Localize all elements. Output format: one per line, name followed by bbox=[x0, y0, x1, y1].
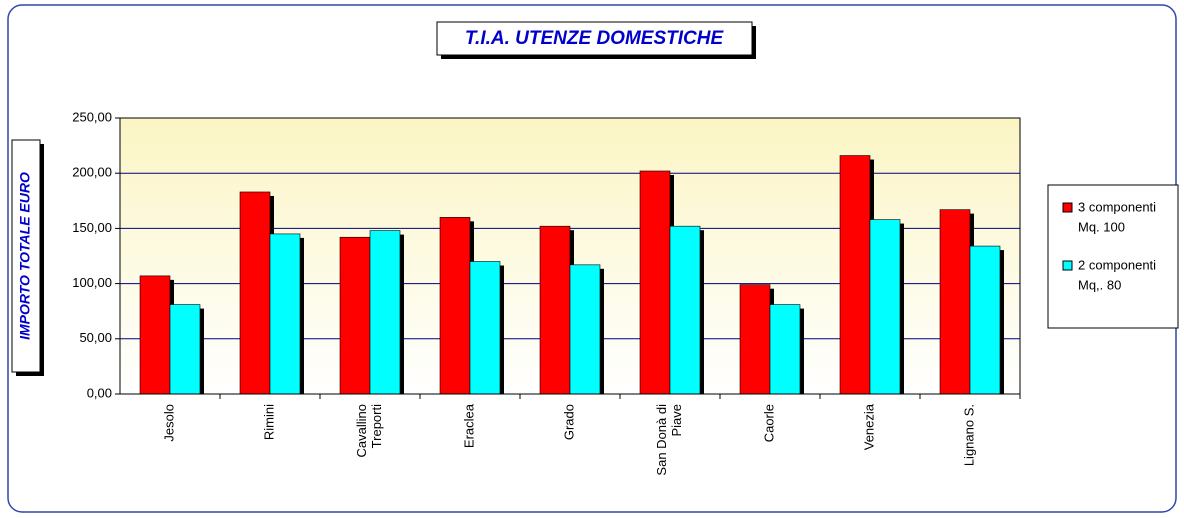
bar bbox=[769, 304, 801, 395]
y-axis-label: IMPORTO TOTALE EURO bbox=[17, 172, 33, 340]
bar bbox=[969, 245, 1001, 395]
title-box bbox=[436, 21, 753, 56]
bar bbox=[239, 191, 271, 395]
x-tick-label: San Donà di bbox=[654, 404, 669, 476]
y-tick-label: 250,00 bbox=[72, 109, 112, 124]
bar bbox=[369, 230, 401, 395]
bar bbox=[539, 225, 571, 395]
x-tick-label: Lignano S. bbox=[961, 404, 976, 466]
bar bbox=[869, 219, 901, 395]
bar bbox=[569, 264, 601, 395]
bar bbox=[339, 236, 371, 395]
legend-label: 3 componenti bbox=[1078, 199, 1156, 214]
x-tick-label: Venezia bbox=[861, 403, 876, 450]
y-tick-label: 50,00 bbox=[79, 330, 112, 345]
legend-label: Mq,. 80 bbox=[1078, 277, 1121, 292]
legend-swatch bbox=[1062, 260, 1073, 271]
plot-border bbox=[119, 117, 1021, 395]
legend-swatch bbox=[1062, 202, 1073, 213]
x-tick-label: Caorle bbox=[761, 404, 776, 442]
bar bbox=[469, 261, 501, 395]
y-tick-label: 200,00 bbox=[72, 165, 112, 180]
x-tick-label: Grado bbox=[561, 404, 576, 440]
bar bbox=[269, 233, 301, 395]
x-tick-label: Jesolo bbox=[161, 404, 176, 442]
bar bbox=[439, 217, 471, 395]
bar bbox=[939, 209, 971, 395]
x-tick-label: Eraclea bbox=[461, 403, 476, 448]
bar bbox=[169, 304, 201, 395]
y-tick-label: 150,00 bbox=[72, 220, 112, 235]
chart-title: T.I.A. UTENZE DOMESTICHE bbox=[465, 28, 725, 49]
y-label-box bbox=[11, 139, 41, 373]
legend-label: 2 componenti bbox=[1078, 257, 1156, 272]
y-tick-label: 0,00 bbox=[87, 385, 112, 400]
legend-label: Mq. 100 bbox=[1078, 219, 1125, 234]
bar bbox=[139, 275, 171, 395]
bar bbox=[739, 284, 771, 395]
x-tick-label: Rimini bbox=[261, 404, 276, 440]
x-tick-label: Piave bbox=[669, 404, 684, 437]
bar bbox=[839, 155, 871, 395]
bar bbox=[669, 225, 701, 395]
x-tick-label: Treporti bbox=[369, 404, 384, 448]
x-tick-label: Cavallino bbox=[354, 404, 369, 457]
bar bbox=[639, 170, 671, 395]
y-tick-label: 100,00 bbox=[72, 275, 112, 290]
